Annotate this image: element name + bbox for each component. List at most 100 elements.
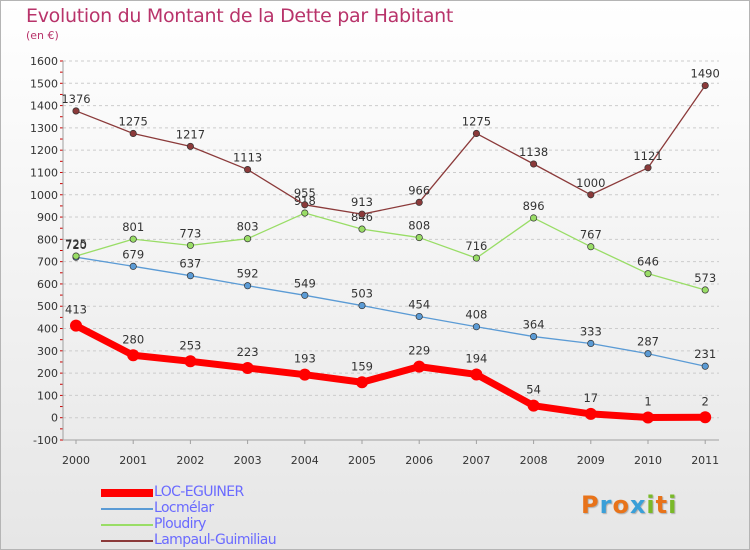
proxiti-logo: Proxiti [581,491,677,519]
data-point [699,411,712,424]
data-point [472,323,480,331]
data-label: 54 [526,383,541,397]
series-3: 1376 1275 1217 1113 955 913 966 1275 1138 1000 112… [61,67,720,218]
legend-label: Lampaul-Guimiliau [154,532,277,548]
data-label: 287 [637,335,659,349]
x-tick-label: 2000 [62,454,90,467]
data-point [644,164,652,172]
data-label: 1113 [233,151,262,165]
data-label: 229 [408,344,430,358]
data-label: 913 [351,195,373,209]
data-point [587,339,595,348]
data-label: 1121 [633,149,662,163]
logo-letter: i [646,491,656,519]
legend-label: Ploudiry [154,516,206,532]
data-label: 896 [523,199,545,213]
data-point [701,362,709,370]
x-tick-label: 2005 [348,454,376,467]
series-line [75,256,706,367]
data-label: 194 [465,351,487,365]
y-tick-label: 900 [37,211,58,224]
data-label: 2 [702,394,709,408]
data-point [127,349,140,362]
data-label: 725 [65,237,87,251]
data-label: 454 [408,297,430,311]
data-point [186,272,194,280]
x-tick-label: 2002 [176,454,204,467]
logo-letter: i [668,491,678,519]
data-label: 333 [580,324,602,338]
logo-letter: r [599,491,613,519]
y-tick-label: 300 [37,345,58,358]
data-label: 966 [408,183,430,197]
data-label: 679 [122,247,144,261]
data-point [527,399,540,412]
data-point [644,350,652,358]
data-label: 803 [237,220,259,234]
data-point [358,210,366,218]
data-label: 808 [408,219,430,233]
data-point [587,243,595,251]
series-0: 413 280 253 223 193 159 229 194 54 17 1 2 [65,303,712,424]
data-label: 223 [237,345,259,359]
data-label: 1275 [462,114,491,128]
data-label: 1376 [61,92,90,106]
y-tick-label: 1500 [30,77,58,90]
x-tick-label: 2011 [691,454,719,467]
data-label: 716 [465,239,487,253]
logo-letter: P [581,491,600,519]
data-label: 280 [122,332,144,346]
data-point [472,254,480,262]
data-point [701,81,709,90]
data-label: 1 [644,394,651,408]
y-tick-label: 1200 [30,144,58,157]
chart-title: Evolution du Montant de la Dette par Hab… [26,5,454,27]
legend-label: Locmélar [154,500,214,516]
legend-label: LOC-EGUINER [154,484,244,500]
data-point [129,262,137,270]
series-line [75,212,706,291]
data-point [301,209,309,217]
y-tick-label: 600 [37,278,58,291]
data-point [584,407,597,420]
data-point [356,376,368,389]
y-tick-label: 1300 [30,122,58,135]
data-label: 253 [179,338,201,352]
data-label: 773 [179,226,201,240]
data-point [415,198,423,206]
y-tick-label: 200 [37,367,58,380]
x-tick-label: 2007 [462,454,490,467]
data-label: 159 [351,359,373,373]
data-point [701,286,709,294]
data-label: 364 [523,318,545,332]
data-point [413,360,426,373]
legend-swatch [101,524,153,526]
y-tick-label: 400 [37,323,58,336]
series-1: 720 679 637 592 549 503 454 408 364 333 287 231 [65,238,716,370]
data-label: 646 [637,255,659,269]
x-tick-label: 2008 [520,454,548,467]
data-point [244,235,252,243]
series-2: 725801773803918846808716896767646573 [65,194,716,294]
series-line [75,85,706,215]
data-point [72,107,80,115]
y-tick-label: 700 [37,256,58,269]
data-label: 801 [122,220,144,234]
x-tick-label: 2009 [577,454,605,467]
data-point [241,361,254,374]
data-point [530,160,538,168]
x-tick-label: 2003 [234,454,262,467]
logo-letter: o [612,491,630,519]
data-point [298,368,311,381]
data-label: 573 [694,271,716,285]
data-label: 918 [294,194,316,208]
data-point [470,368,483,381]
data-label: 1490 [691,67,720,81]
y-tick-label: 0 [51,412,58,425]
data-label: 549 [294,276,316,290]
data-point [72,252,80,260]
data-point [186,142,194,150]
data-point [244,282,252,290]
